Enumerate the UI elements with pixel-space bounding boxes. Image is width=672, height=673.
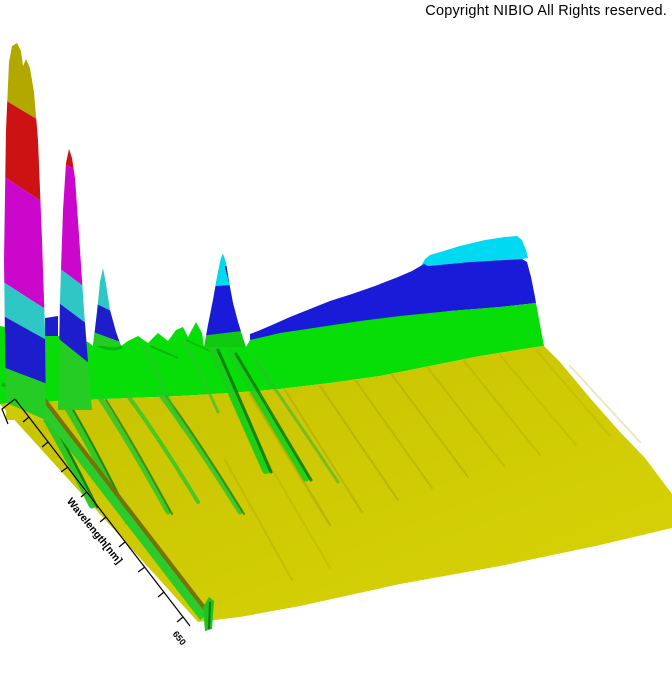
axis-tick bbox=[22, 416, 30, 423]
axis-corner bbox=[1, 398, 16, 425]
axis-line bbox=[14, 398, 191, 627]
green-ridge bbox=[126, 394, 200, 504]
axis-tick bbox=[176, 616, 184, 623]
surface-streak bbox=[391, 374, 469, 478]
axis-tick bbox=[41, 441, 49, 448]
peak-4-cyan bbox=[204, 254, 246, 287]
green-ridge-shadow bbox=[234, 352, 313, 482]
edge-green-stripe bbox=[28, 391, 207, 620]
peak-3 bbox=[93, 268, 121, 346]
trace-streaks bbox=[224, 349, 641, 581]
peak-1-blue bbox=[4, 314, 46, 385]
surface-streak bbox=[355, 380, 433, 489]
green-ridge-shadow bbox=[216, 348, 273, 474]
surface-streak bbox=[427, 367, 505, 467]
green-ridge bbox=[157, 391, 243, 515]
peak-3-green bbox=[93, 330, 121, 346]
surface-yellow-plain bbox=[0, 346, 672, 622]
front-corner-dark-edge bbox=[208, 601, 211, 630]
surface-streak bbox=[248, 392, 332, 527]
band-cyan-far-right bbox=[421, 236, 528, 266]
edge-dark-olive-stripe bbox=[35, 388, 210, 615]
axis-tick bbox=[99, 516, 107, 523]
surface-streak bbox=[499, 354, 577, 446]
green-ridge bbox=[183, 340, 220, 414]
axis-tick bbox=[157, 591, 165, 598]
peak-1-magenta bbox=[4, 174, 46, 312]
band-blue-main bbox=[250, 259, 536, 340]
green-ridge-shadow bbox=[105, 399, 173, 515]
surface-streak bbox=[261, 451, 331, 569]
copyright-text: Copyright NIBIO All Rights reserved. bbox=[425, 3, 667, 19]
peak-1-cyan bbox=[4, 280, 46, 342]
green-band-shadow bbox=[185, 339, 213, 353]
green-ridge bbox=[208, 344, 270, 474]
peak-1-yellow-base bbox=[4, 400, 46, 420]
peak-1-green bbox=[4, 366, 46, 420]
peak-4 bbox=[204, 254, 246, 347]
peak-2-green bbox=[58, 336, 92, 410]
axis-tick bbox=[137, 566, 146, 573]
green-ridge bbox=[97, 395, 171, 515]
peak-2-red bbox=[58, 149, 92, 178]
axis-tick bbox=[80, 491, 88, 498]
peak-2-blue bbox=[58, 300, 92, 368]
surface-streak bbox=[284, 389, 363, 513]
green-band-shadow bbox=[149, 345, 179, 359]
green-ridge bbox=[253, 358, 340, 484]
surface-streak bbox=[535, 349, 611, 437]
front-corner-green-sliver bbox=[203, 597, 214, 631]
surface-streak bbox=[569, 365, 641, 443]
peak-1 bbox=[4, 43, 46, 420]
axis-end-tick-label: 650 bbox=[171, 629, 188, 647]
axis-tick bbox=[118, 541, 126, 548]
axis-tick bbox=[60, 466, 69, 473]
green-ridge bbox=[143, 345, 184, 429]
surface-streak bbox=[224, 459, 293, 581]
surface-streak bbox=[463, 360, 541, 456]
surface-streak bbox=[319, 385, 399, 501]
band-green-main bbox=[0, 303, 544, 404]
wavelength-axis bbox=[1, 398, 191, 627]
green-ridge bbox=[226, 348, 310, 482]
